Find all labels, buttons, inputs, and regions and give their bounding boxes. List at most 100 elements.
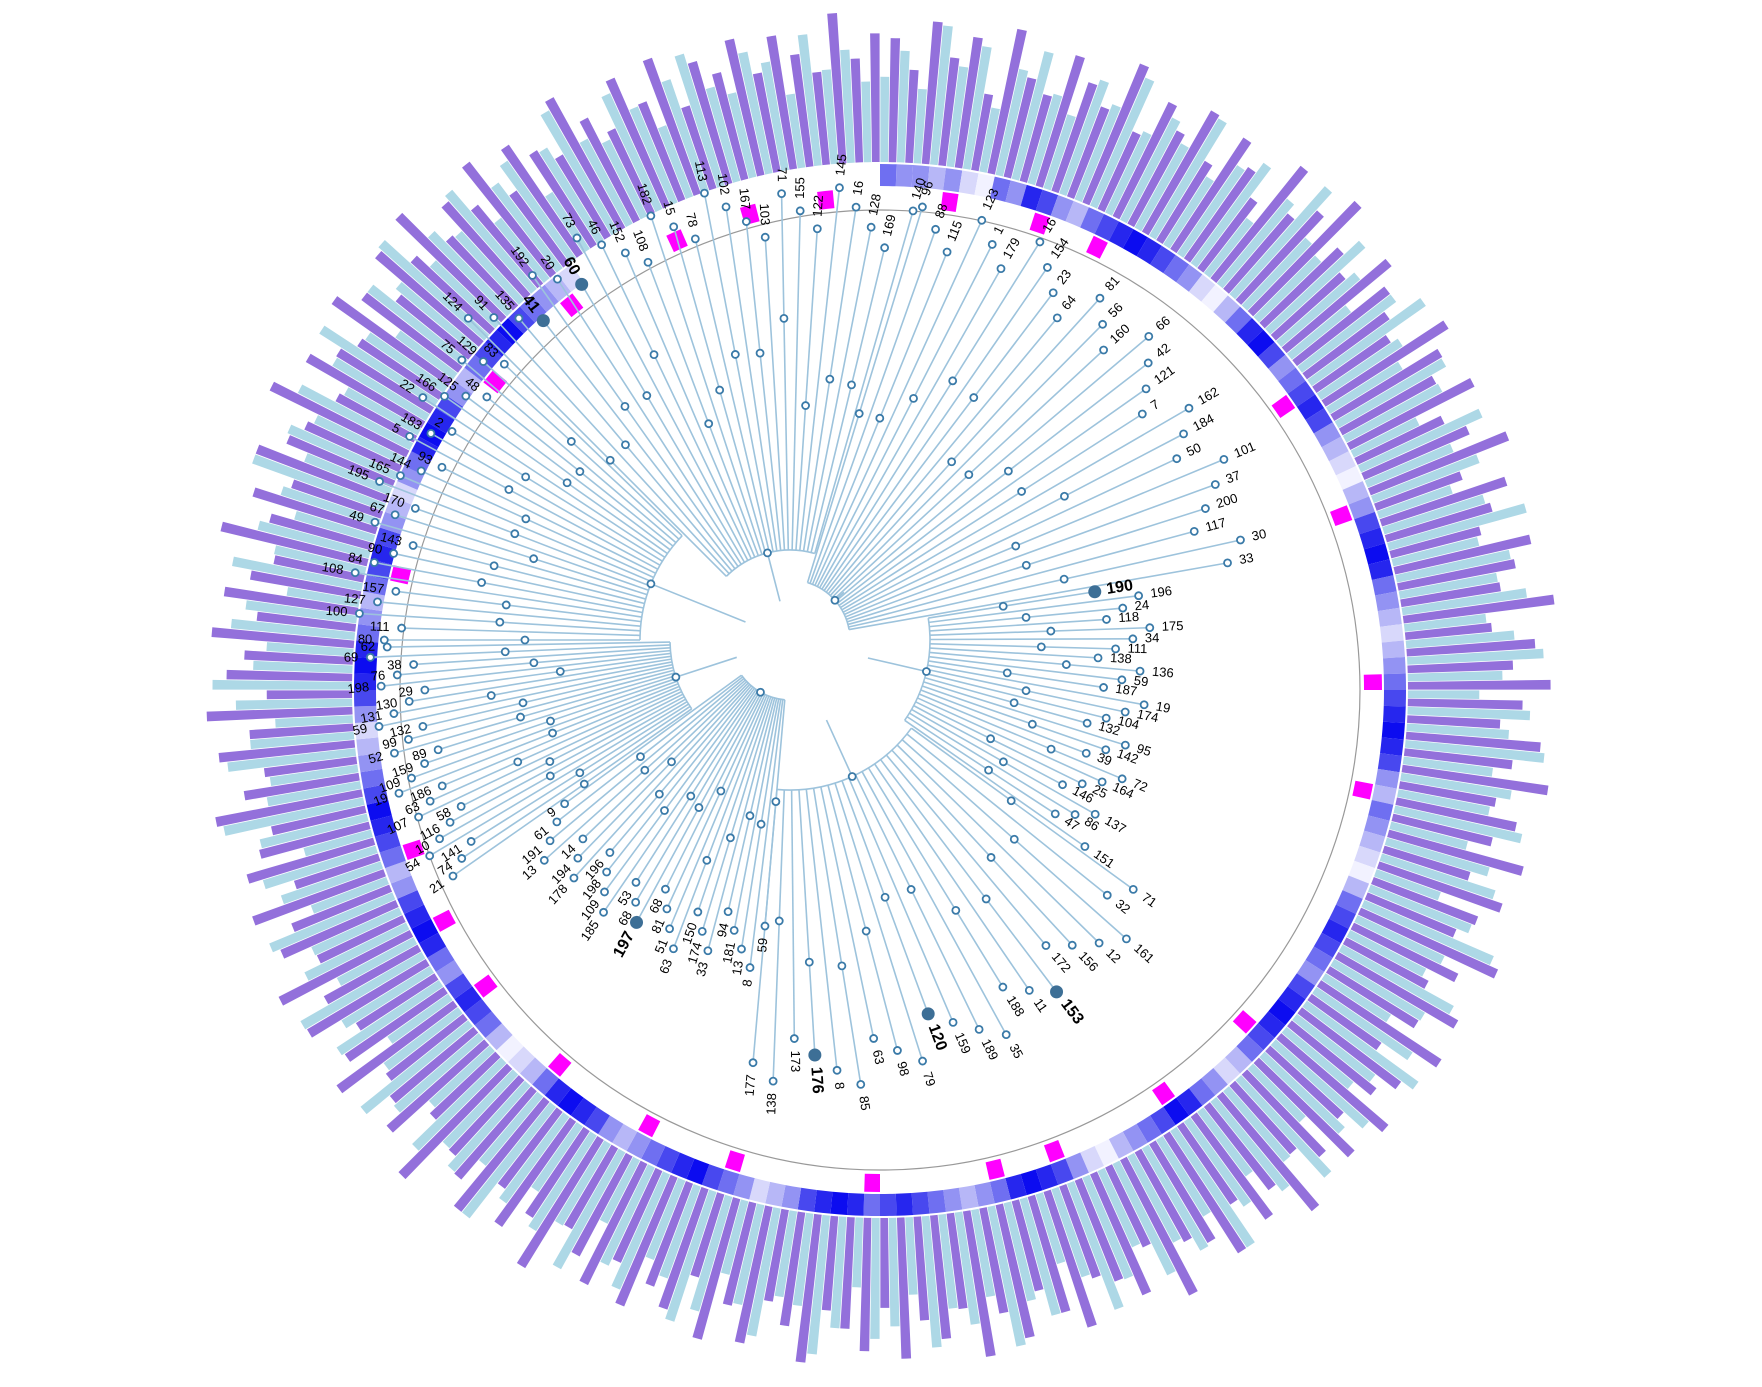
heat-cell	[1354, 511, 1381, 535]
leaf-node	[795, 206, 805, 216]
leaf-label: 159	[390, 759, 415, 780]
internal-node	[1017, 487, 1026, 496]
leaf-label: 35	[1006, 1041, 1026, 1061]
bar-series-a	[442, 1069, 519, 1149]
leaf-node	[1050, 985, 1064, 999]
bar-series-b	[1074, 1177, 1124, 1282]
internal-node	[660, 806, 669, 815]
leaf-label: 174	[684, 940, 705, 965]
heat-cell	[895, 164, 914, 187]
bar-series-b	[1105, 1164, 1151, 1248]
leaf-node	[418, 393, 428, 402]
bar-series-b	[278, 930, 414, 1006]
leaf-node	[539, 855, 549, 865]
leaf-branch	[703, 192, 774, 552]
leaf-label: 150	[679, 921, 700, 946]
leaf-label: 94	[714, 921, 732, 938]
leaf-node	[409, 660, 419, 669]
leaf-node	[948, 1017, 958, 1027]
leaf-node	[1137, 409, 1147, 419]
heat-cell	[356, 624, 380, 643]
bar-series-a	[428, 1045, 495, 1108]
bar-series-a	[1401, 588, 1527, 616]
heat-cell	[464, 998, 492, 1026]
leaf-branch	[393, 552, 644, 609]
leaf-node	[394, 788, 404, 798]
internal-node	[779, 313, 789, 323]
leaf-branch	[910, 727, 1134, 891]
heat-cell	[1363, 543, 1390, 565]
internal-node	[545, 757, 555, 766]
heat-cell	[519, 1057, 547, 1085]
bar-series-a	[746, 1207, 781, 1337]
internal-node	[801, 401, 810, 410]
bar-series-a	[252, 454, 386, 511]
bar-series-a	[387, 993, 453, 1044]
bar-series-a	[774, 1210, 798, 1298]
heat-cell	[1342, 481, 1370, 505]
leaf-node	[893, 1046, 902, 1055]
bar-series-a	[797, 34, 822, 167]
heat-cell	[1321, 918, 1349, 944]
bar-series-b	[790, 53, 814, 168]
bar-series-b	[1259, 247, 1344, 329]
bar-series-a	[259, 813, 369, 849]
bar-series-a	[332, 357, 430, 421]
bar-series-a	[1316, 338, 1403, 400]
leaf-label: 197	[610, 929, 638, 961]
bar-series-a	[1406, 723, 1510, 740]
bar-series-b	[681, 105, 717, 191]
bar-series-a	[365, 332, 448, 393]
leaf-node	[466, 837, 476, 846]
bar-series-b	[1097, 131, 1141, 213]
internal-node	[649, 350, 659, 360]
bar-series-b	[1051, 82, 1098, 194]
stem-branch	[766, 552, 781, 602]
bar-series-a	[645, 1177, 686, 1261]
leaf-branch	[441, 466, 656, 575]
leaf-node	[1145, 623, 1155, 633]
leaf-label: 164	[1110, 779, 1136, 802]
internal-node	[548, 728, 557, 738]
bar-series-b	[429, 1051, 501, 1120]
leaf-label: 38	[387, 657, 402, 673]
internal-node	[1060, 491, 1069, 501]
heat-cell	[435, 960, 464, 986]
bar-series-a	[962, 46, 992, 170]
bar-series-b	[954, 36, 983, 169]
bar-series-a	[1407, 690, 1480, 700]
leaf-node	[599, 907, 608, 917]
leaf-label: 138	[1110, 650, 1133, 666]
bar-series-b	[1401, 764, 1549, 796]
leaf-node	[646, 211, 656, 221]
bar-series-b	[323, 944, 422, 1005]
leaf-branch	[917, 697, 1103, 783]
leaf-branch	[647, 261, 760, 557]
bar-series-b	[389, 1026, 479, 1104]
heat-cell	[974, 173, 995, 199]
bar-series-b	[316, 915, 406, 964]
leaf-label: 64	[1058, 292, 1079, 313]
internal-node	[984, 765, 993, 775]
leaf-branch	[577, 682, 749, 859]
leaf-label: 24	[1134, 597, 1150, 613]
bar-series-b	[1307, 993, 1382, 1051]
bar-series-a	[1364, 443, 1454, 488]
bar-series-a	[552, 1148, 626, 1270]
leaf-label: 122	[810, 195, 826, 218]
leaf-label: 19	[1155, 698, 1172, 715]
leaf-node	[597, 240, 607, 250]
bar-series-a	[232, 556, 363, 591]
leaf-label: 79	[920, 1070, 939, 1088]
bar-series-b	[605, 77, 671, 209]
bar-series-a	[1338, 944, 1454, 1015]
bar-series-b	[946, 1212, 968, 1310]
heat-cell	[1188, 1078, 1216, 1106]
bar-series-a	[479, 1091, 544, 1166]
leaf-label: 145	[832, 153, 849, 176]
leaf-label: 21	[426, 876, 446, 897]
internal-node	[495, 617, 505, 627]
bar-series-a	[659, 1184, 701, 1279]
leaf-branch	[733, 698, 780, 931]
heat-cell	[474, 1011, 502, 1038]
